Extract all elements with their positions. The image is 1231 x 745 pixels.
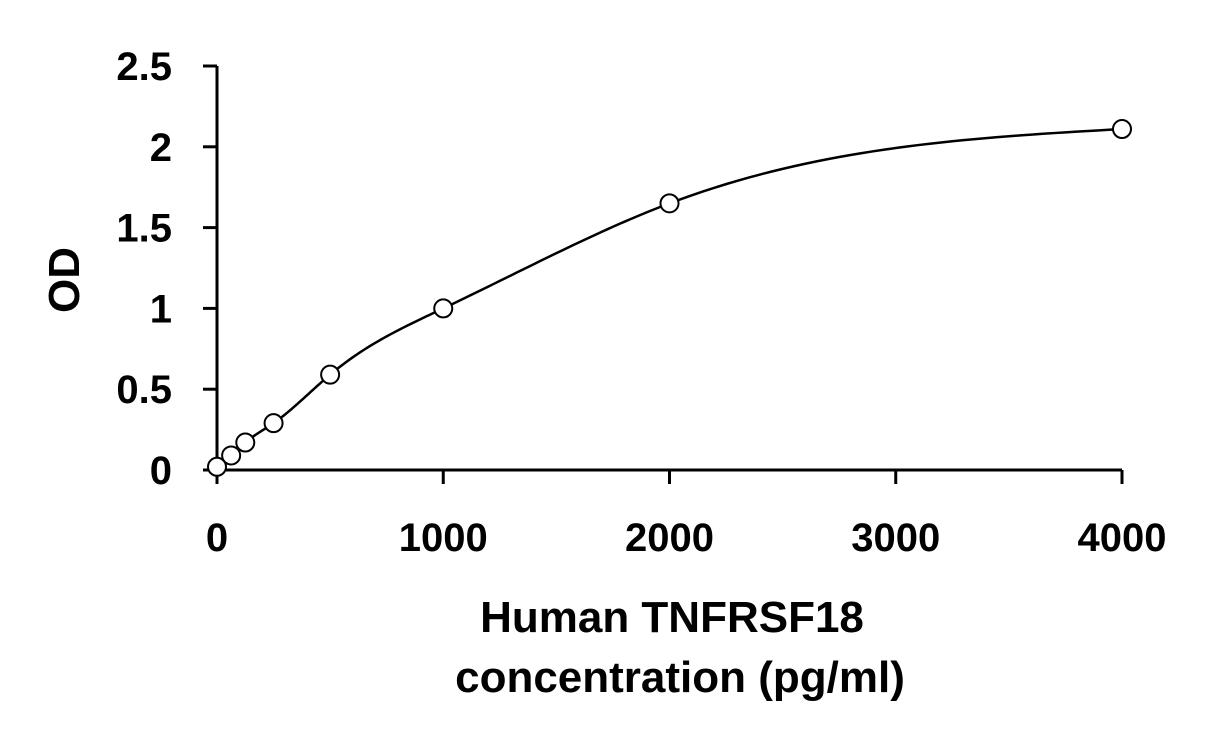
fit-curve [216,127,1123,468]
x-tick-label: 1000 [399,516,488,560]
x-tick-label: 2000 [625,516,714,560]
y-tick-label: 0 [150,449,172,493]
y-tick-label: 2.5 [116,45,172,89]
x-axis-title-line-1: Human TNFRSF18 [480,593,864,642]
axes [215,66,1122,472]
data-point [1112,119,1132,140]
x-ticks: 0 1000 2000 3000 4000 [206,470,1167,560]
data-point [235,432,256,453]
data-point [263,413,284,434]
data-point [207,456,227,477]
y-axis-title: OD [40,247,89,313]
y-tick-label: 0.5 [116,368,172,412]
x-tick-label: 4000 [1078,516,1167,560]
data-point [221,445,242,466]
data-point [433,298,454,319]
y-tick-label: 1 [150,287,172,331]
x-axis-title-line-2: concentration (pg/ml) [455,653,905,702]
y-tick-label: 2 [150,126,172,170]
data-point [320,364,341,385]
series-layer [207,119,1132,477]
data-point [659,193,680,214]
y-tick-label: 1.5 [116,207,172,251]
x-tick-label: 3000 [851,516,940,560]
y-ticks: 0 0.5 1 1.5 2 2.5 [116,45,217,493]
x-tick-label: 0 [206,516,228,560]
